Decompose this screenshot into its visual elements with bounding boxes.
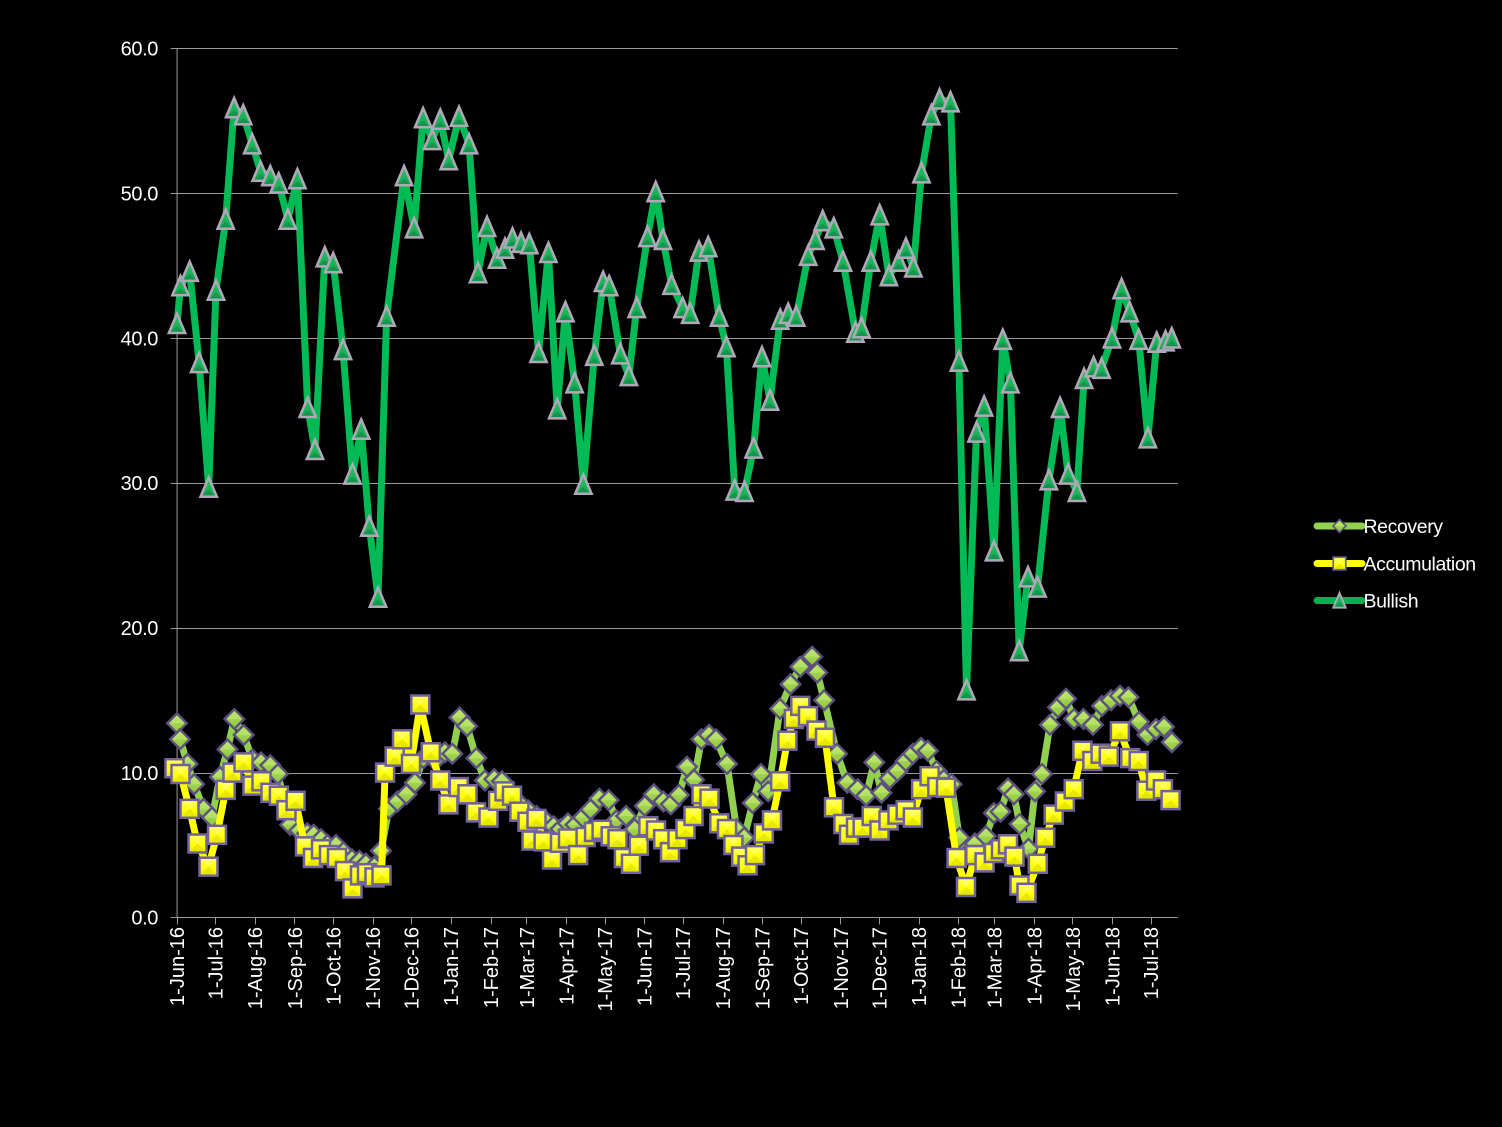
svg-text:0.0: 0.0	[131, 908, 158, 930]
svg-text:20.0: 20.0	[121, 618, 159, 640]
svg-text:1-Jun-18: 1-Jun-18	[1103, 927, 1125, 1006]
svg-text:1-Aug-17: 1-Aug-17	[713, 927, 735, 1009]
svg-text:1-Sep-16: 1-Sep-16	[285, 927, 307, 1009]
svg-text:1-Jan-18: 1-Jan-18	[909, 927, 931, 1006]
svg-text:1-Jun-16: 1-Jun-16	[167, 927, 189, 1006]
svg-text:1-Jan-17: 1-Jan-17	[441, 927, 463, 1006]
svg-text:30.0: 30.0	[121, 473, 159, 495]
svg-text:1-Jun-17: 1-Jun-17	[635, 927, 657, 1006]
svg-text:1-Nov-17: 1-Nov-17	[831, 927, 853, 1009]
svg-text:1-Aug-16: 1-Aug-16	[245, 927, 267, 1009]
svg-text:1-Apr-17: 1-Apr-17	[557, 927, 579, 1005]
svg-text:40.0: 40.0	[121, 328, 159, 350]
svg-text:1-Mar-17: 1-Mar-17	[517, 927, 539, 1008]
svg-text:1-Dec-16: 1-Dec-16	[402, 927, 424, 1009]
svg-text:Bullish: Bullish	[1364, 591, 1419, 613]
svg-text:1-Apr-18: 1-Apr-18	[1024, 927, 1046, 1005]
svg-text:1-Jul-16: 1-Jul-16	[205, 927, 227, 999]
svg-text:1-Jul-18: 1-Jul-18	[1141, 927, 1163, 999]
svg-text:1-Sep-17: 1-Sep-17	[753, 927, 775, 1009]
svg-text:1-Feb-17: 1-Feb-17	[481, 927, 503, 1008]
svg-text:50.0: 50.0	[121, 184, 159, 206]
svg-text:1-Mar-18: 1-Mar-18	[985, 927, 1007, 1008]
svg-text:1-Jul-17: 1-Jul-17	[673, 927, 695, 999]
svg-text:10.0: 10.0	[121, 763, 159, 785]
svg-text:1-Dec-17: 1-Dec-17	[869, 927, 891, 1009]
svg-text:1-May-17: 1-May-17	[595, 927, 617, 1011]
svg-text:1-May-18: 1-May-18	[1063, 927, 1085, 1011]
svg-text:1-Feb-18: 1-Feb-18	[949, 927, 971, 1008]
svg-text:1-Oct-16: 1-Oct-16	[323, 927, 345, 1005]
svg-text:1-Nov-16: 1-Nov-16	[363, 927, 385, 1009]
svg-text:Accumulation: Accumulation	[1364, 554, 1476, 576]
svg-text:60.0: 60.0	[121, 39, 159, 61]
svg-text:1-Oct-17: 1-Oct-17	[791, 927, 813, 1005]
svg-text:Recovery: Recovery	[1364, 516, 1444, 538]
